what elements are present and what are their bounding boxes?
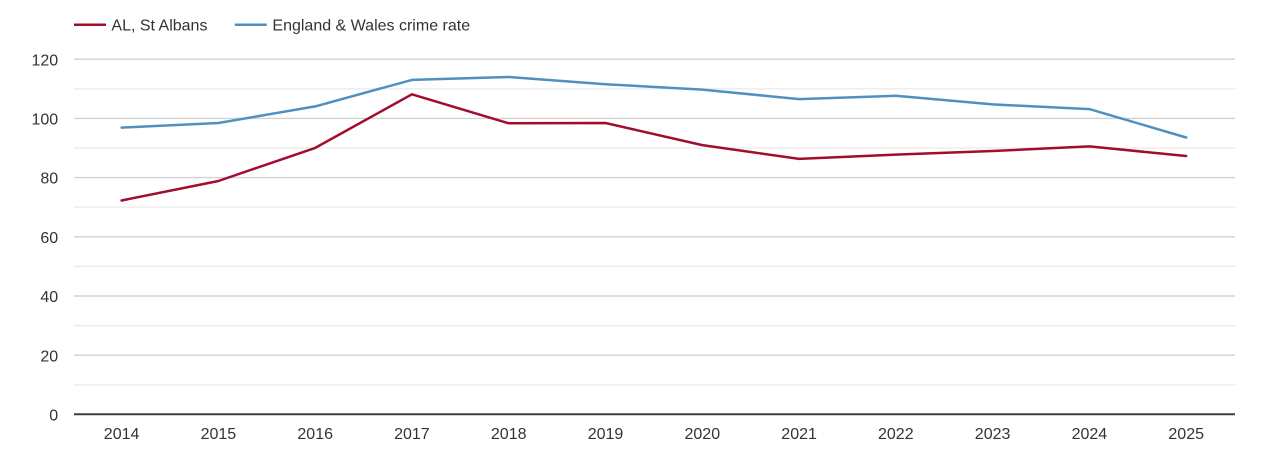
svg-text:120: 120 (31, 52, 58, 69)
svg-text:0: 0 (49, 408, 58, 425)
svg-text:2014: 2014 (104, 426, 140, 443)
svg-text:80: 80 (40, 171, 58, 188)
svg-text:2022: 2022 (878, 426, 914, 443)
svg-text:2018: 2018 (491, 426, 527, 443)
svg-text:20: 20 (40, 348, 58, 365)
svg-text:2023: 2023 (975, 426, 1011, 443)
svg-text:2019: 2019 (588, 426, 624, 443)
svg-text:2024: 2024 (1072, 426, 1108, 443)
svg-text:2015: 2015 (201, 426, 237, 443)
svg-text:40: 40 (40, 289, 58, 306)
svg-text:100: 100 (31, 112, 58, 129)
svg-text:AL, St Albans: AL, St Albans (111, 17, 207, 34)
svg-text:60: 60 (40, 230, 58, 247)
svg-text:2016: 2016 (297, 426, 333, 443)
svg-text:2025: 2025 (1168, 426, 1204, 443)
svg-text:2021: 2021 (781, 426, 817, 443)
svg-text:2020: 2020 (685, 426, 721, 443)
svg-text:2017: 2017 (394, 426, 430, 443)
svg-text:England & Wales crime rate: England & Wales crime rate (272, 17, 470, 34)
